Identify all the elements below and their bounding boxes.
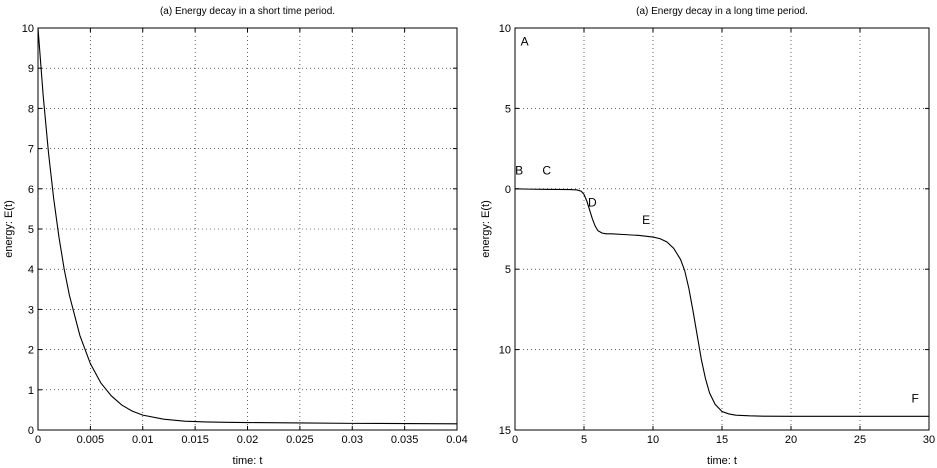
x-tick-label: 5	[581, 434, 587, 446]
x-tick-label: 0.005	[77, 434, 105, 446]
y-tick-label: 2	[28, 345, 34, 357]
y-tick-label: 0	[505, 184, 511, 196]
x-tick-label: 0	[512, 434, 518, 446]
x-tick-label: 0	[35, 434, 41, 446]
x-axis-label: time: t	[707, 455, 737, 467]
y-axis-label: energy: E(t)	[480, 200, 492, 257]
x-tick-label: 15	[716, 434, 728, 446]
y-tick-label: 5	[505, 264, 511, 276]
x-tick-label: 25	[854, 434, 866, 446]
x-tick-label: 0.04	[446, 434, 467, 446]
point-annotation: A	[521, 35, 529, 49]
point-annotation: D	[588, 195, 597, 209]
y-tick-label: 10	[22, 23, 34, 35]
series-line	[514, 188, 929, 417]
y-tick-label: 1	[28, 385, 34, 397]
y-tick-label: 4	[28, 264, 34, 276]
point-annotation: C	[542, 163, 551, 177]
y-tick-label: 10	[499, 345, 511, 357]
y-tick-label: 8	[28, 103, 34, 115]
x-tick-label: 0.03	[342, 434, 363, 446]
point-annotation: B	[515, 163, 523, 177]
y-axis-label: energy: E(t)	[3, 200, 15, 257]
y-tick-label: 10	[499, 23, 511, 35]
chart-title: (a) Energy decay in a long time period.	[636, 6, 808, 17]
y-tick-label: 6	[28, 184, 34, 196]
plot-frame	[514, 27, 930, 431]
y-tick-label: 5	[28, 224, 34, 236]
x-tick-label: 0.015	[181, 434, 209, 446]
series-line	[37, 27, 458, 425]
x-tick-label: 0.035	[391, 434, 419, 446]
y-tick-label: 3	[28, 304, 34, 316]
x-tick-label: 10	[647, 434, 659, 446]
chart-long-time: (a) Energy decay in a long time period. …	[480, 6, 935, 467]
x-tick-label: 0.025	[286, 434, 314, 446]
point-annotation: F	[912, 392, 919, 406]
y-tick-label: 0	[28, 425, 34, 437]
x-tick-label: 0.01	[132, 434, 153, 446]
chart-title: (a) Energy decay in a short time period.	[160, 6, 335, 17]
y-tick-label: 15	[499, 425, 511, 437]
y-tick-label: 7	[28, 144, 34, 156]
point-annotation: E	[642, 213, 650, 227]
x-tick-label: 30	[923, 434, 935, 446]
chart-short-time: (a) Energy decay in a short time period.…	[3, 6, 468, 467]
plot-frame	[37, 27, 458, 431]
y-tick-label: 9	[28, 63, 34, 75]
x-tick-label: 20	[785, 434, 797, 446]
x-axis-label: time: t	[233, 455, 263, 467]
y-tick-label: 5	[505, 103, 511, 115]
x-tick-label: 0.02	[237, 434, 258, 446]
